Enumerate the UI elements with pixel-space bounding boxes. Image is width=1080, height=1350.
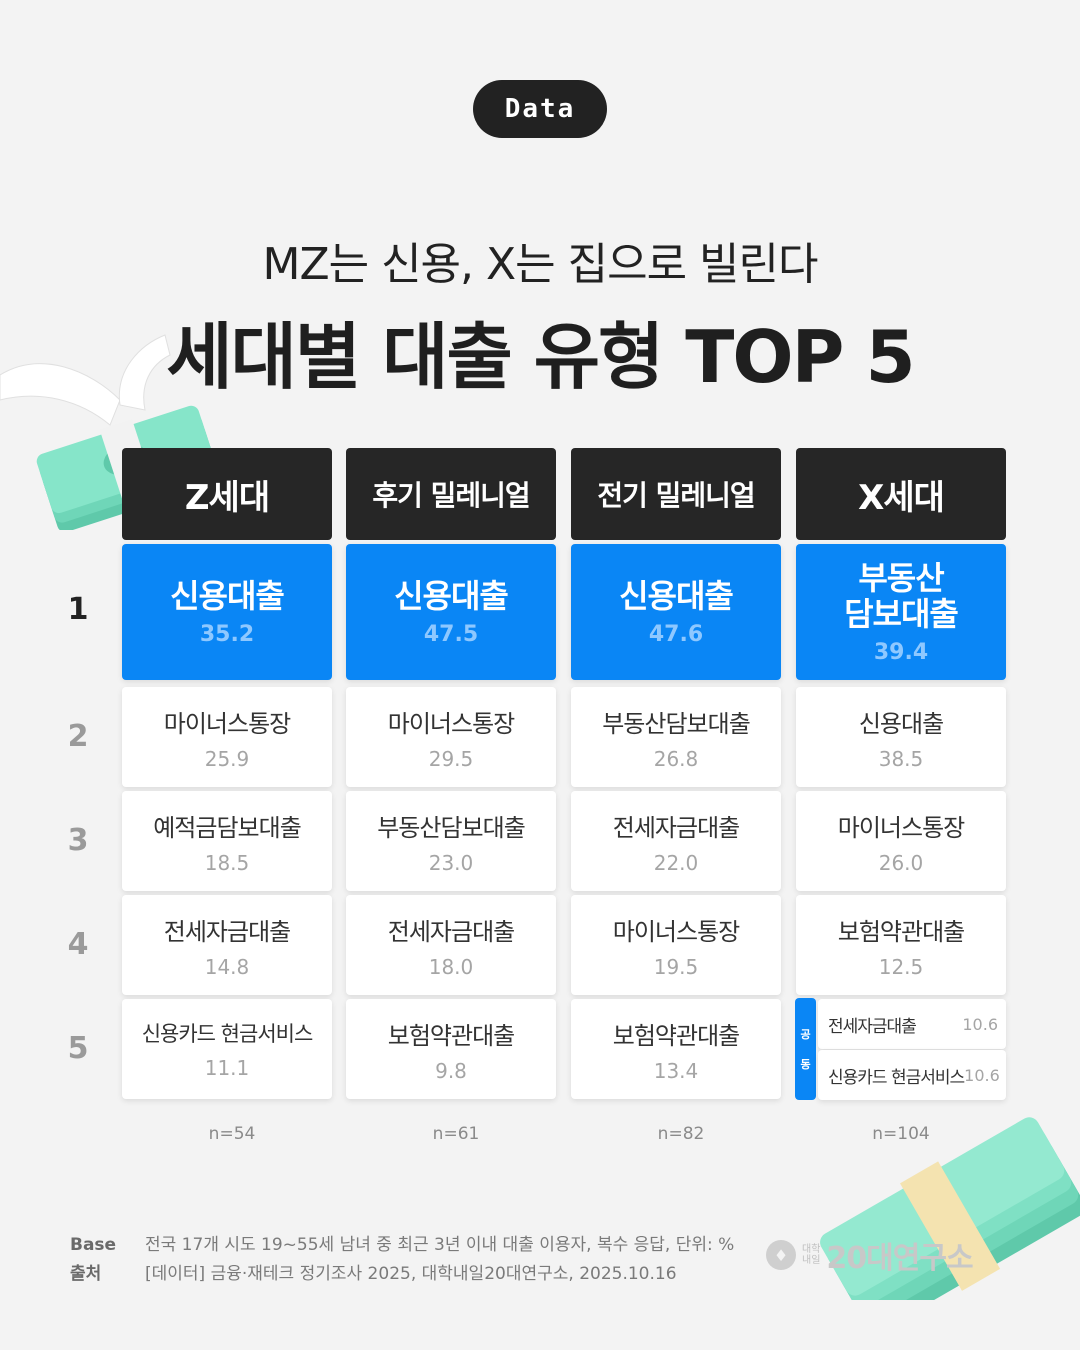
rank-label: 1 <box>67 592 89 627</box>
table-cell: 부동산 담보대출 39.4 <box>796 544 1006 680</box>
table-cell: 보험약관대출 12.5 <box>796 895 1006 995</box>
column-header-x: X세대 <box>796 448 1006 540</box>
cell-label: 보험약관대출 <box>387 1021 515 1050</box>
cell-value: 23.0 <box>428 850 474 875</box>
cell-label: 전세자금대출 <box>163 917 291 946</box>
cell-label: 전세자금대출 <box>612 813 740 842</box>
cell-label: 부동산담보대출 <box>602 709 751 738</box>
table-cell: 부동산담보대출 23.0 <box>346 791 556 891</box>
cell-label: 전세자금대출 <box>387 917 515 946</box>
cell-label: 예적금담보대출 <box>153 813 302 842</box>
cell-value: 10.6 <box>962 1014 998 1034</box>
table-cell: 신용대출 38.5 <box>796 687 1006 787</box>
cell-label: 부동산담보대출 <box>377 813 526 842</box>
rank-label: 4 <box>67 927 89 962</box>
cell-label: 마이너스통장 <box>612 917 740 946</box>
footer-source-text: [데이터] 금융·재테크 정기조사 2025, 대학내일20대연구소, 2025… <box>145 1264 677 1284</box>
cell-value: 26.0 <box>878 850 924 875</box>
logo-small-text: 대학 내일 <box>802 1244 821 1266</box>
rank-label: 5 <box>67 1031 89 1066</box>
brand-logo: ♦ 대학 내일 20대연구소 <box>766 1233 974 1277</box>
footer-source-key: 출처 <box>70 1264 102 1284</box>
rank-label: 2 <box>67 719 89 754</box>
table-cell: 예적금담보대출 18.5 <box>122 791 332 891</box>
column-header-early-millennial: 전기 밀레니얼 <box>571 448 781 540</box>
cell-value: 22.0 <box>653 850 699 875</box>
cell-value: 10.6 <box>964 1065 1000 1085</box>
footer-source: 출처 [데이터] 금융·재테크 정기조사 2025, 대학내일20대연구소, 20… <box>70 1259 677 1284</box>
table-cell: 신용대출 35.2 <box>122 544 332 680</box>
footer-base-text: 전국 17개 시도 19~55세 남녀 중 최근 3년 이내 대출 이용자, 복… <box>145 1235 735 1255</box>
data-badge: Data <box>473 80 607 138</box>
cell-value: 25.9 <box>204 746 250 771</box>
cell-value: 14.8 <box>204 954 250 979</box>
cell-value: 18.5 <box>204 850 250 875</box>
page-title: 세대별 대출 유형 TOP 5 <box>166 315 915 399</box>
bulb-icon: ♦ <box>766 1240 796 1270</box>
cell-label: 신용대출 <box>858 709 944 738</box>
cell-label: 신용카드 현금서비스 <box>828 1067 965 1088</box>
table-cell: 마이너스통장 25.9 <box>122 687 332 787</box>
cell-label: 보험약관대출 <box>612 1021 740 1050</box>
table-cell: 보험약관대출 13.4 <box>571 999 781 1099</box>
table-cell: 신용대출 47.6 <box>571 544 781 680</box>
cell-value: 47.5 <box>423 621 479 647</box>
table-cell: 전세자금대출 18.0 <box>346 895 556 995</box>
table-cell: 신용카드 현금서비스 11.1 <box>122 999 332 1099</box>
cell-value: 12.5 <box>878 954 924 979</box>
cell-value: 39.4 <box>873 639 929 665</box>
cell-value: 9.8 <box>435 1058 467 1083</box>
cell-label: 보험약관대출 <box>837 917 965 946</box>
cell-label: 신용대출 <box>394 576 509 615</box>
tie-badge: 공 동 <box>795 998 816 1100</box>
table-cell: 전세자금대출 22.0 <box>571 791 781 891</box>
logo-brand-text: 20대연구소 <box>826 1241 973 1276</box>
cell-value: 18.0 <box>428 954 474 979</box>
table-cell: 전세자금대출 14.8 <box>122 895 332 995</box>
tie-cell: 전세자금대출 10.6 <box>818 999 1006 1049</box>
cell-value: 38.5 <box>878 746 924 771</box>
cell-value: 11.1 <box>204 1056 250 1080</box>
table-cell: 마이너스통장 29.5 <box>346 687 556 787</box>
cell-value: 13.4 <box>653 1058 699 1083</box>
cell-value: 26.8 <box>653 746 699 771</box>
cell-value: 35.2 <box>199 621 255 647</box>
tie-badge-char: 공 <box>800 1028 811 1041</box>
table-cell: 신용대출 47.5 <box>346 544 556 680</box>
cell-label: 신용대출 <box>170 576 285 615</box>
cell-value: 29.5 <box>428 746 474 771</box>
cell-label: 마이너스통장 <box>163 709 291 738</box>
table-cell: 부동산담보대출 26.8 <box>571 687 781 787</box>
table-cell: 마이너스통장 26.0 <box>796 791 1006 891</box>
money-stack-right-icon <box>820 1117 1080 1300</box>
cell-label: 부동산 담보대출 <box>844 558 959 633</box>
table-cell: 마이너스통장 19.5 <box>571 895 781 995</box>
footer-base-key: Base <box>70 1235 117 1255</box>
cell-label: 신용카드 현금서비스 <box>141 1022 314 1046</box>
cell-label: 마이너스통장 <box>837 813 965 842</box>
cell-label: 신용대출 <box>619 576 734 615</box>
cell-value: 47.6 <box>648 621 704 647</box>
rank-label: 3 <box>67 823 89 858</box>
sample-size: n=61 <box>432 1124 480 1144</box>
footer-base: Base 전국 17개 시도 19~55세 남녀 중 최근 3년 이내 대출 이용… <box>70 1230 734 1255</box>
subtitle: MZ는 신용, X는 집으로 빌린다 <box>262 239 819 290</box>
sample-size: n=82 <box>657 1124 705 1144</box>
sample-size: n=104 <box>872 1124 930 1144</box>
cell-label: 마이너스통장 <box>387 709 515 738</box>
cell-label: 전세자금대출 <box>828 1016 917 1037</box>
tie-cell: 신용카드 현금서비스 10.6 <box>818 1050 1006 1100</box>
tie-badge-char: 동 <box>800 1058 811 1071</box>
table-cell: 보험약관대출 9.8 <box>346 999 556 1099</box>
cell-value: 19.5 <box>653 954 699 979</box>
column-header-late-millennial: 후기 밀레니얼 <box>346 448 556 540</box>
column-header-z: Z세대 <box>122 448 332 540</box>
sample-size: n=54 <box>208 1124 256 1144</box>
